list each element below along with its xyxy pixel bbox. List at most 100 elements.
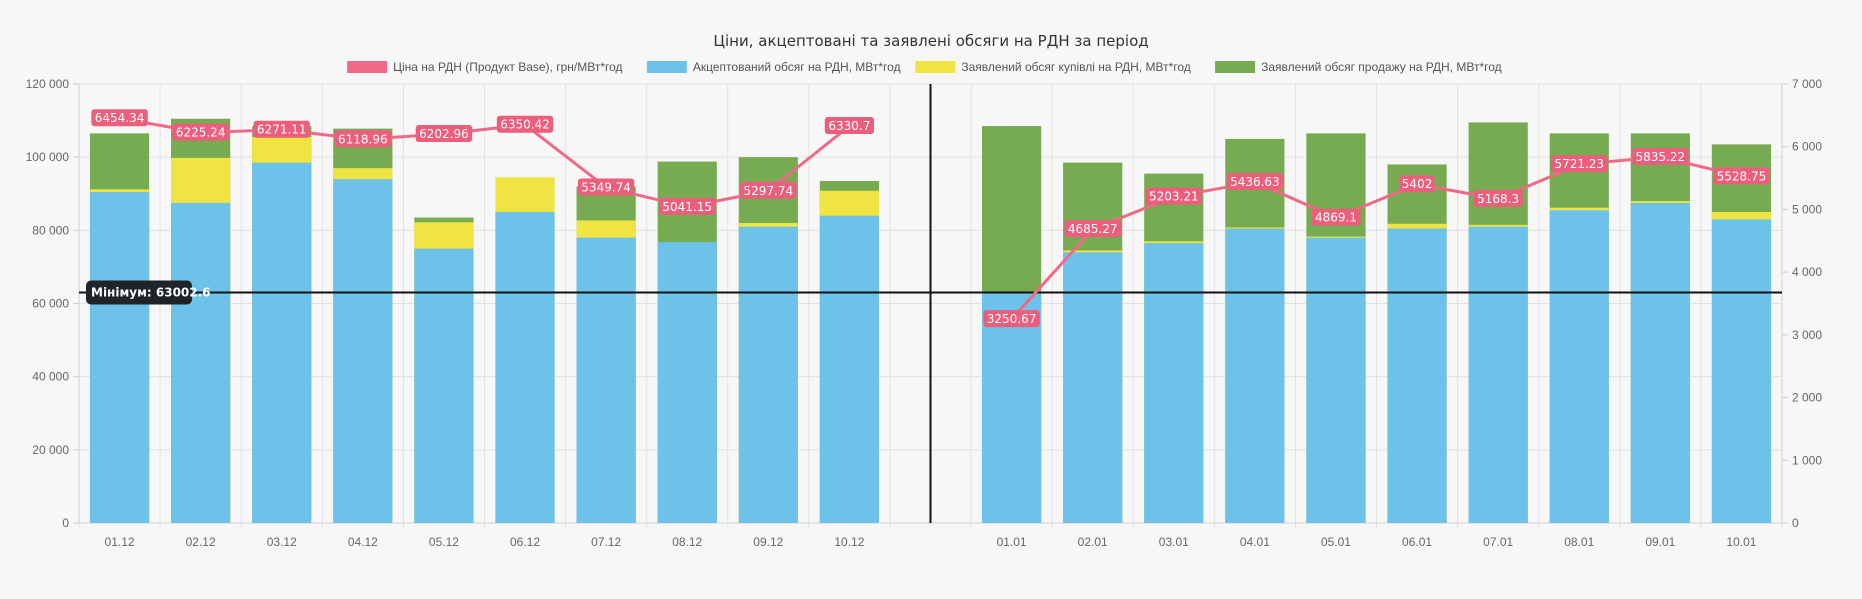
price-label-bg xyxy=(1551,155,1608,173)
legend-item: Акцептований обсяг на РДН, МВт*год xyxy=(646,60,901,74)
y-right-tick-label: 6 000 xyxy=(1792,140,1822,154)
x-tick-label: 06.01 xyxy=(1402,535,1432,549)
x-tick-label: 08.12 xyxy=(672,535,702,549)
bar-accepted xyxy=(1468,226,1528,524)
chart-title: Ціни, акцептовані та заявлені обсяги на … xyxy=(713,32,1148,50)
x-tick-label: 01.12 xyxy=(105,535,135,549)
legend-label: Заявлений обсяг купівлі на РДН, МВт*год xyxy=(961,60,1190,74)
price-label-bg xyxy=(824,116,875,134)
price-data-label: 6202.96 xyxy=(415,124,473,142)
bar-accepted xyxy=(1306,237,1366,523)
price-label-text: 5297.74 xyxy=(743,184,793,198)
price-data-label: 5349.74 xyxy=(577,178,635,196)
price-label-text: 3250.67 xyxy=(987,312,1037,326)
price-data-label: 6454.34 xyxy=(91,109,148,127)
bar-accepted xyxy=(1387,228,1447,524)
price-line xyxy=(119,116,851,209)
legend-swatch xyxy=(915,61,956,73)
price-label-text: 6225.24 xyxy=(176,126,226,140)
price-label-text: 4685.27 xyxy=(1068,222,1118,236)
price-data-label: 5297.74 xyxy=(740,181,797,199)
price-label-text: 4869.1 xyxy=(1315,211,1357,225)
bar-accepted xyxy=(1225,228,1285,524)
x-tick-label: 03.01 xyxy=(1159,535,1189,549)
legend-swatch xyxy=(1215,61,1256,73)
price-data-label: 6225.24 xyxy=(172,123,229,141)
price-label-text: 6330.7 xyxy=(828,119,870,133)
price-label-bg xyxy=(659,197,716,215)
legend-swatch xyxy=(646,61,687,73)
x-tick-label: 08.01 xyxy=(1564,535,1594,549)
price-data-label: 5168.3 xyxy=(1473,189,1523,207)
price-data-label: 5041.15 xyxy=(659,197,716,215)
bar-accepted xyxy=(1144,243,1204,523)
legend-label: Заявлений обсяг продажу на РДН, МВт*год xyxy=(1261,60,1502,74)
bar-accepted xyxy=(576,237,636,523)
x-tick-label: 02.12 xyxy=(186,535,216,549)
x-tick-label: 03.12 xyxy=(267,535,297,549)
bar-accepted xyxy=(1630,202,1690,524)
legend-item: Заявлений обсяг продажу на РДН, МВт*год xyxy=(1215,60,1502,74)
bar-accepted xyxy=(89,191,150,523)
bar-accepted xyxy=(738,226,798,524)
price-label-text: 5402 xyxy=(1402,177,1433,191)
price-label-bg xyxy=(334,130,392,148)
x-tick-label: 10.01 xyxy=(1726,535,1756,549)
price-label-text: 6454.34 xyxy=(95,111,145,125)
bar-accepted xyxy=(1711,219,1772,523)
price-label-text: 5436.63 xyxy=(1230,175,1280,189)
price-label-bg xyxy=(1473,189,1523,207)
x-tick-label: 10.12 xyxy=(834,535,864,549)
price-data-label: 6330.7 xyxy=(824,116,875,134)
bar-accepted xyxy=(657,242,717,524)
price-label-bg xyxy=(496,115,554,133)
price-label-bg xyxy=(1632,148,1689,166)
price-label-bg xyxy=(1399,175,1435,193)
bar-accepted xyxy=(333,179,393,523)
y-left-tick-label: 60 000 xyxy=(32,297,69,311)
y-right-tick-label: 1 000 xyxy=(1792,453,1822,467)
x-tick-label: 05.01 xyxy=(1321,535,1351,549)
lines-layer xyxy=(79,84,1782,523)
legend-label: Ціна на РДН (Продукт Base), грн/МВт*год xyxy=(393,60,622,74)
x-tick-label: 07.01 xyxy=(1483,535,1513,549)
price-data-label: 3250.67 xyxy=(983,310,1040,328)
y-left-tick-label: 120 000 xyxy=(26,77,70,91)
y-right-tick-label: 7 000 xyxy=(1792,77,1822,91)
price-label-bg xyxy=(983,310,1040,328)
price-label-bg xyxy=(1064,220,1121,238)
price-label-text: 5041.15 xyxy=(662,200,712,214)
price-label-bg xyxy=(577,178,635,196)
y-left-tick-label: 100 000 xyxy=(26,150,70,164)
price-label-text: 5203.21 xyxy=(1149,190,1199,204)
price-label-text: 5528.75 xyxy=(1717,169,1767,183)
labels-layer: Мінімум: 63002.6 6454.34 6225.24 6271.11 611… xyxy=(86,109,1770,328)
price-label-bg xyxy=(253,120,310,138)
y-right-tick-label: 5 000 xyxy=(1792,202,1822,216)
price-data-label: 6271.11 xyxy=(253,120,310,138)
price-label-text: 6271.11 xyxy=(257,123,307,137)
price-data-label: 5721.23 xyxy=(1551,155,1608,173)
bar-accepted xyxy=(981,292,1042,523)
bar-accepted xyxy=(252,162,312,523)
chart-legend: Ціна на РДН (Продукт Base), грн/МВт*год А… xyxy=(347,60,1502,74)
price-data-label: 5402 xyxy=(1399,175,1435,193)
y-left-tick-label: 40 000 xyxy=(32,370,69,384)
price-label-bg xyxy=(91,109,148,127)
price-label-bg xyxy=(1713,167,1770,185)
price-label-text: 5721.23 xyxy=(1554,157,1604,171)
price-label-text: 5349.74 xyxy=(581,180,631,194)
price-label-bg xyxy=(415,124,473,142)
x-tick-label: 06.12 xyxy=(510,535,540,549)
x-tick-label: 09.01 xyxy=(1645,535,1675,549)
x-tick-label: 04.12 xyxy=(348,535,378,549)
bar-accepted xyxy=(414,248,474,523)
min-label-bg xyxy=(86,280,192,305)
x-tick-label: 04.01 xyxy=(1240,535,1270,549)
price-data-label: 5835.22 xyxy=(1632,148,1689,166)
price-label-bg xyxy=(1226,173,1284,191)
price-data-label: 4685.27 xyxy=(1064,220,1121,238)
x-tick-label: 07.12 xyxy=(591,535,621,549)
price-data-label: 4869.1 xyxy=(1311,208,1361,226)
